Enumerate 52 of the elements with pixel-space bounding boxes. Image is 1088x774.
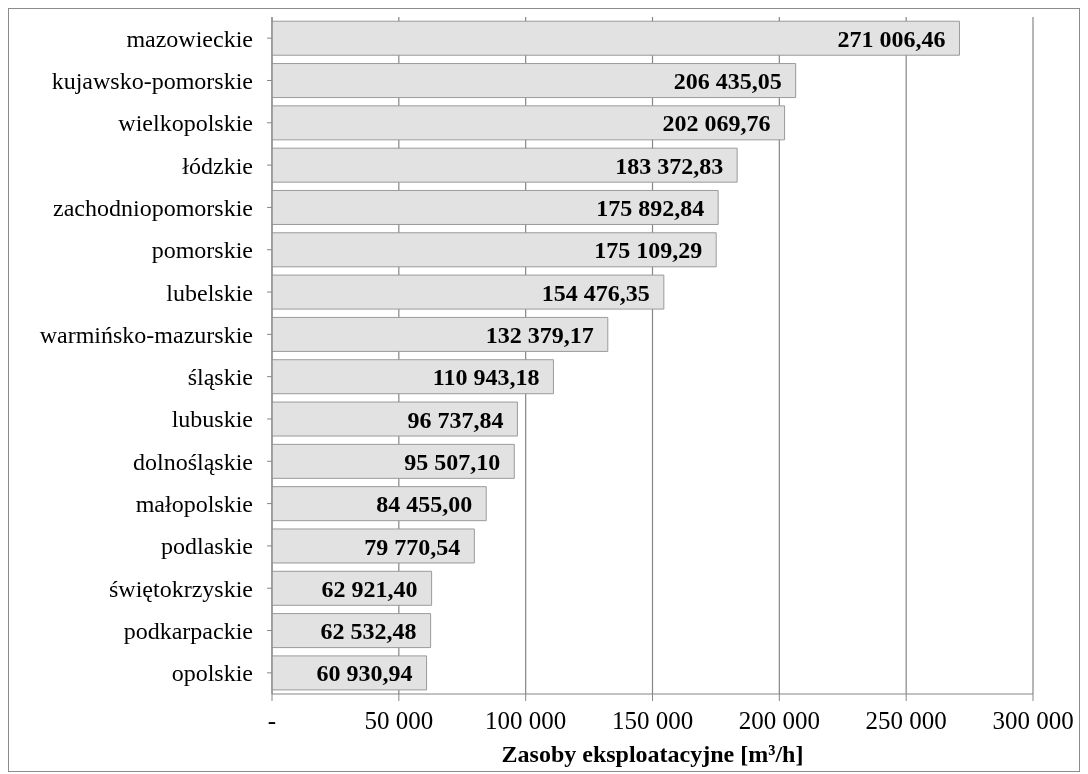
bar	[272, 359, 554, 395]
x-tick-label: 200 000	[738, 706, 820, 734]
data-label: 96 737,84	[407, 406, 504, 433]
x-tick-label: -	[267, 706, 277, 734]
y-tick-label: zachodniopomorskie	[53, 194, 253, 221]
y-tick-label: wielkopolskie	[118, 110, 253, 137]
y-tick-label: łódzkie	[182, 152, 253, 179]
bar	[272, 189, 719, 225]
bar	[272, 443, 515, 479]
data-label: 62 921,40	[321, 575, 418, 602]
y-tick-label: dolnośląskie	[133, 448, 253, 475]
data-label: 175 892,84	[596, 195, 705, 221]
data-label: 60 930,94	[316, 660, 413, 687]
y-tick-label: małopolskie	[135, 491, 253, 518]
data-label: 154 476,35	[541, 279, 650, 306]
y-tick-label: warmińsko-mazurskie	[39, 321, 253, 348]
data-label: 132 379,17	[485, 321, 594, 348]
y-tick-label: podkarpackie	[123, 618, 253, 645]
data-label: 110 943,18	[432, 364, 540, 391]
x-tick-label: 250 000	[865, 706, 947, 734]
bar	[272, 232, 717, 268]
y-tick-label: pomorskie	[151, 237, 253, 264]
data-label: 202 069,76	[662, 110, 771, 137]
data-label: 62 532,48	[320, 618, 417, 645]
bar	[272, 528, 475, 564]
x-tick-label: 150 000	[611, 706, 694, 734]
data-label: 95 507,10	[404, 448, 501, 475]
bar	[272, 147, 738, 183]
data-label: 79 770,54	[364, 533, 461, 560]
y-tick-label: świętokrzyskie	[109, 575, 253, 602]
data-label: 84 455,00	[376, 491, 473, 518]
y-tick-label: lubuskie	[171, 406, 253, 433]
data-label: 271 006,46	[837, 25, 946, 52]
bar	[272, 105, 786, 141]
x-tick-label: 100 000	[485, 706, 567, 734]
y-tick-label: kujawsko-pomorskie	[51, 67, 253, 94]
data-label: 175 109,29	[594, 237, 703, 264]
x-tick-label: 300 000	[992, 706, 1074, 734]
y-tick-label: podlaskie	[161, 533, 253, 560]
x-axis-title: Zasoby eksploatacyjne [m³/h]	[501, 741, 804, 767]
y-tick-label: opolskie	[171, 660, 253, 687]
bar	[272, 20, 960, 56]
bar	[272, 63, 797, 99]
bar	[272, 401, 518, 437]
y-tick-label: mazowieckie	[126, 25, 253, 52]
data-label: 206 435,05	[673, 68, 782, 95]
bar	[272, 274, 665, 310]
x-tick-label: 50 000	[364, 706, 434, 734]
data-label: 183 372,83	[615, 152, 724, 179]
y-tick-label: lubelskie	[166, 279, 253, 306]
bar	[272, 316, 609, 352]
y-tick-label: śląskie	[187, 364, 253, 391]
